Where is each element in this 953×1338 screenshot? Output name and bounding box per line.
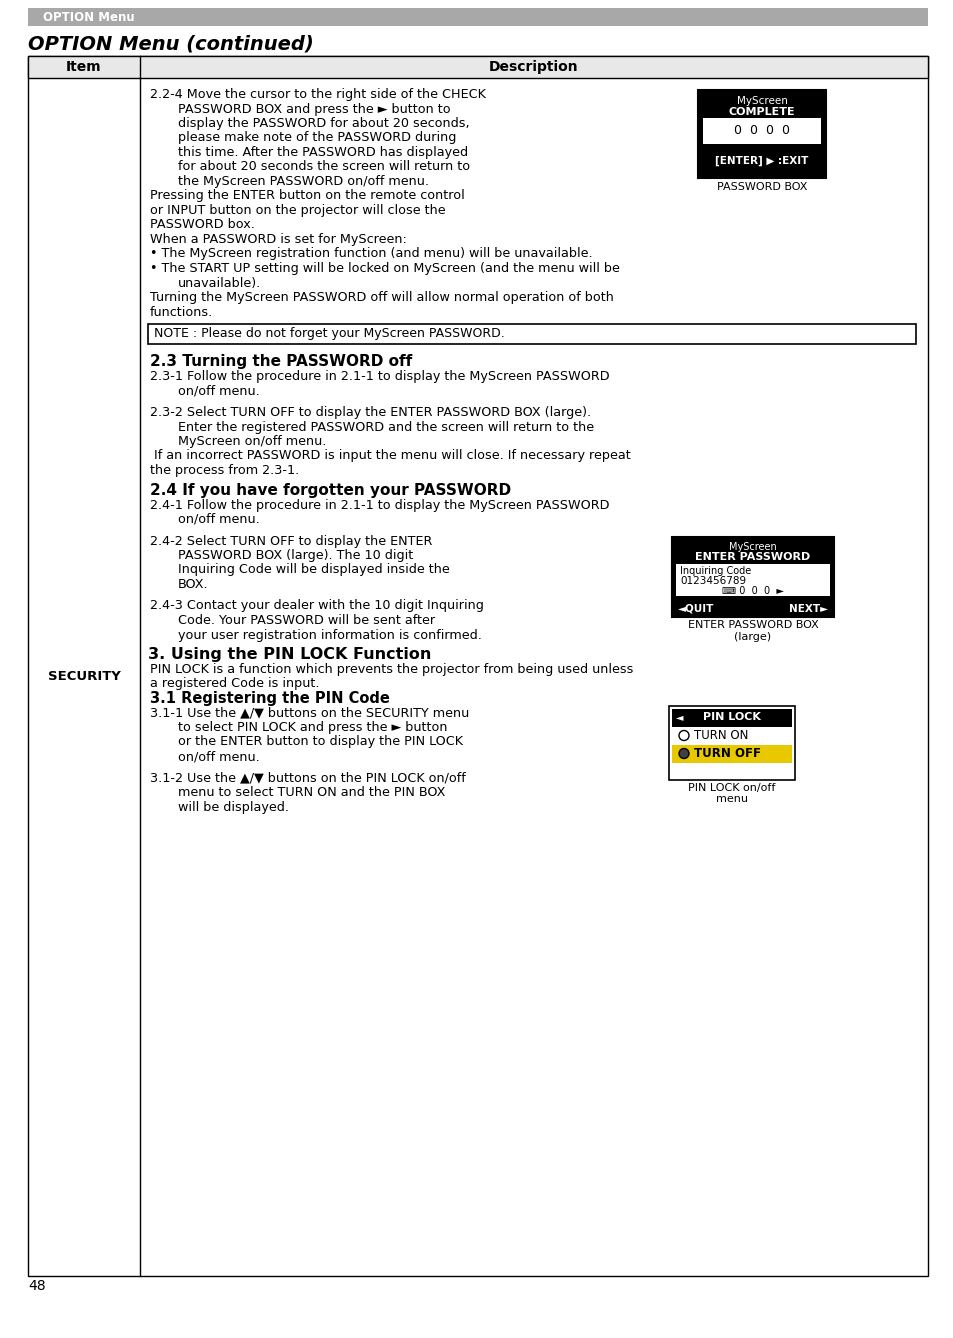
Text: Code. Your PASSWORD will be sent after: Code. Your PASSWORD will be sent after <box>178 614 435 628</box>
Text: TURN OFF: TURN OFF <box>693 747 760 760</box>
Bar <box>702 118 821 145</box>
Text: Item: Item <box>66 60 102 74</box>
Text: 2.4‑1 Follow the procedure in 2.1-1 to display the MyScreen PASSWORD: 2.4‑1 Follow the procedure in 2.1-1 to d… <box>150 499 609 511</box>
Text: 2.3‑2 Select TURN OFF to display the ENTER PASSWORD BOX (large).: 2.3‑2 Select TURN OFF to display the ENT… <box>150 405 591 419</box>
Text: 0  0  0  0: 0 0 0 0 <box>733 124 789 138</box>
Bar <box>28 56 927 78</box>
Text: 3.1 Registering the PIN Code: 3.1 Registering the PIN Code <box>150 692 390 706</box>
Text: NOTE : Please do not forget your MyScreen PASSWORD.: NOTE : Please do not forget your MyScree… <box>153 328 504 340</box>
Bar <box>671 744 791 763</box>
Text: 48: 48 <box>28 1279 46 1293</box>
Text: Pressing the ENTER button on the remote control: Pressing the ENTER button on the remote … <box>150 190 464 202</box>
Bar <box>148 324 915 344</box>
Text: Description: Description <box>489 60 578 74</box>
Bar <box>671 727 791 744</box>
Text: MyScreen: MyScreen <box>728 542 776 551</box>
Text: OPTION Menu: OPTION Menu <box>43 11 134 24</box>
Text: 2.3‑1 Follow the procedure in 2.1-1 to display the MyScreen PASSWORD: 2.3‑1 Follow the procedure in 2.1-1 to d… <box>150 371 609 383</box>
Text: display the PASSWORD for about 20 seconds,: display the PASSWORD for about 20 second… <box>178 116 469 130</box>
Text: a registered Code is input.: a registered Code is input. <box>150 677 319 690</box>
Text: 3. Using the PIN LOCK Function: 3. Using the PIN LOCK Function <box>148 648 431 662</box>
Text: Inquiring Code: Inquiring Code <box>679 566 750 575</box>
Text: PIN LOCK: PIN LOCK <box>702 713 760 723</box>
Text: 2.4‑2 Select TURN OFF to display the ENTER: 2.4‑2 Select TURN OFF to display the ENT… <box>150 534 432 547</box>
Text: 3.1‑2 Use the ▲/▼ buttons on the PIN LOCK on/off: 3.1‑2 Use the ▲/▼ buttons on the PIN LOC… <box>150 772 465 784</box>
Text: ◄: ◄ <box>676 713 682 723</box>
Bar <box>668 705 794 780</box>
Text: PASSWORD BOX: PASSWORD BOX <box>716 182 806 191</box>
Bar <box>676 563 829 595</box>
Text: Enter the registered PASSWORD and the screen will return to the: Enter the registered PASSWORD and the sc… <box>178 420 594 434</box>
Text: MyScreen: MyScreen <box>736 96 786 106</box>
Text: functions.: functions. <box>150 305 213 318</box>
Text: 0123456789: 0123456789 <box>679 575 745 586</box>
Bar <box>28 8 927 25</box>
Text: ENTER PASSWORD: ENTER PASSWORD <box>695 551 810 562</box>
Text: If an incorrect PASSWORD is input the menu will close. If necessary repeat: If an incorrect PASSWORD is input the me… <box>150 450 630 463</box>
Text: • The START UP setting will be locked on MyScreen (and the menu will be: • The START UP setting will be locked on… <box>150 262 619 276</box>
Text: Inquiring Code will be displayed inside the: Inquiring Code will be displayed inside … <box>178 563 449 577</box>
Text: SECURITY: SECURITY <box>48 670 120 684</box>
Text: OPTION Menu (continued): OPTION Menu (continued) <box>28 33 314 54</box>
Text: for about 20 seconds the screen will return to: for about 20 seconds the screen will ret… <box>178 161 470 174</box>
Text: menu to select TURN ON and the PIN BOX: menu to select TURN ON and the PIN BOX <box>178 785 445 799</box>
Text: COMPLETE: COMPLETE <box>728 107 795 116</box>
Text: unavailable).: unavailable). <box>178 277 261 289</box>
Text: ENTER PASSWORD BOX: ENTER PASSWORD BOX <box>687 621 818 630</box>
Text: ◄QUIT: ◄QUIT <box>678 603 714 614</box>
Text: or INPUT button on the projector will close the: or INPUT button on the projector will cl… <box>150 203 445 217</box>
Text: menu: menu <box>716 795 747 804</box>
Text: 2.4‑3 Contact your dealer with the 10 digit Inquiring: 2.4‑3 Contact your dealer with the 10 di… <box>150 599 483 613</box>
Text: will be displayed.: will be displayed. <box>178 800 289 814</box>
Text: on/off menu.: on/off menu. <box>178 512 259 526</box>
Text: (large): (large) <box>734 633 771 642</box>
Text: PIN LOCK on/off: PIN LOCK on/off <box>688 783 775 792</box>
Text: 3.1‑1 Use the ▲/▼ buttons on the SECURITY menu: 3.1‑1 Use the ▲/▼ buttons on the SECURIT… <box>150 706 469 720</box>
Text: 2.4 If you have forgotten your PASSWORD: 2.4 If you have forgotten your PASSWORD <box>150 483 511 498</box>
Text: • The MyScreen registration function (and menu) will be unavailable.: • The MyScreen registration function (an… <box>150 248 592 261</box>
Text: on/off menu.: on/off menu. <box>178 384 259 397</box>
Text: TURN ON: TURN ON <box>693 729 747 743</box>
Text: PASSWORD BOX and press the ► button to: PASSWORD BOX and press the ► button to <box>178 103 450 115</box>
Text: 2.2‑4 Move the cursor to the right side of the CHECK: 2.2‑4 Move the cursor to the right side … <box>150 88 485 100</box>
Text: to select PIN LOCK and press the ► button: to select PIN LOCK and press the ► butto… <box>178 721 447 735</box>
Text: PASSWORD box.: PASSWORD box. <box>150 218 254 231</box>
Text: When a PASSWORD is set for MyScreen:: When a PASSWORD is set for MyScreen: <box>150 233 406 246</box>
Text: Turning the MyScreen PASSWORD off will allow normal operation of both: Turning the MyScreen PASSWORD off will a… <box>150 290 613 304</box>
Text: your user registration information is confirmed.: your user registration information is co… <box>178 629 481 641</box>
Text: PIN LOCK is a function which prevents the projector from being used unless: PIN LOCK is a function which prevents th… <box>150 664 633 676</box>
Text: on/off menu.: on/off menu. <box>178 751 259 763</box>
Bar <box>671 709 791 727</box>
Text: [ENTER] ▶ :EXIT: [ENTER] ▶ :EXIT <box>715 155 808 166</box>
Text: this time. After the PASSWORD has displayed: this time. After the PASSWORD has displa… <box>178 146 468 159</box>
Bar <box>671 537 833 617</box>
Text: MyScreen on/off menu.: MyScreen on/off menu. <box>178 435 326 448</box>
Text: 2.3 Turning the PASSWORD off: 2.3 Turning the PASSWORD off <box>150 355 412 369</box>
Text: please make note of the PASSWORD during: please make note of the PASSWORD during <box>178 131 456 145</box>
Text: PASSWORD BOX (large). The 10 digit: PASSWORD BOX (large). The 10 digit <box>178 549 413 562</box>
Text: the MyScreen PASSWORD on/off menu.: the MyScreen PASSWORD on/off menu. <box>178 175 429 189</box>
Text: NEXT►: NEXT► <box>788 603 827 614</box>
Text: ⌨ 0  0  0  ►: ⌨ 0 0 0 ► <box>721 586 783 597</box>
Text: BOX.: BOX. <box>178 578 209 591</box>
Text: the process from 2.3-1.: the process from 2.3-1. <box>150 464 299 478</box>
Text: or the ENTER button to display the PIN LOCK: or the ENTER button to display the PIN L… <box>178 736 462 748</box>
Bar <box>698 90 825 178</box>
Circle shape <box>679 748 688 759</box>
